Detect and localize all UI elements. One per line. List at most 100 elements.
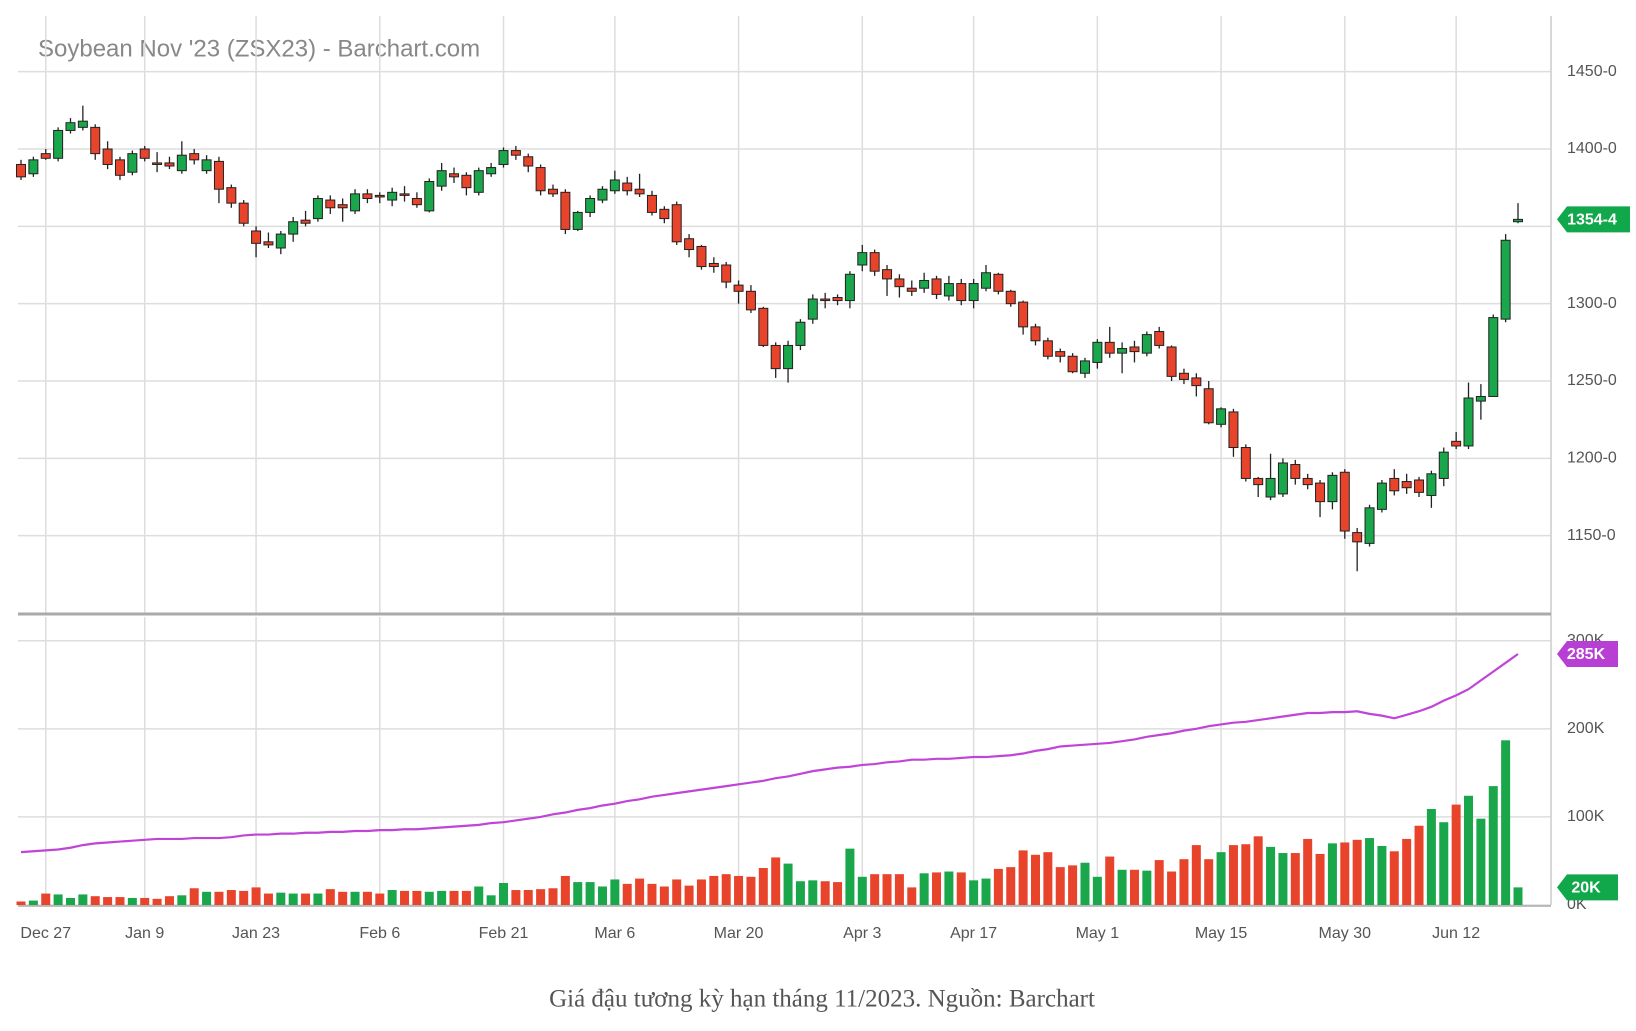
volume-bar xyxy=(1278,853,1288,905)
candle-body xyxy=(263,241,274,246)
candle-body xyxy=(906,287,917,292)
candle-body xyxy=(572,211,583,230)
candle-body xyxy=(634,188,645,195)
candle-body xyxy=(486,167,497,175)
volume-bar xyxy=(845,848,855,905)
candle-body xyxy=(721,264,732,283)
candle-body xyxy=(832,296,843,302)
candle-body xyxy=(411,198,422,206)
candle-body xyxy=(1055,351,1066,357)
volume-bar xyxy=(511,890,521,905)
volume-bar xyxy=(127,897,137,905)
volume-bar xyxy=(90,896,100,905)
volume-bar xyxy=(164,896,174,905)
candle-body xyxy=(152,162,163,165)
x-tick-label: Dec 27 xyxy=(20,925,71,942)
volume-bar xyxy=(424,891,434,905)
volume-bar xyxy=(1179,859,1189,905)
volume-bar xyxy=(1402,838,1412,905)
x-tick-label: Feb 21 xyxy=(479,925,529,942)
volume-bar xyxy=(585,882,595,905)
x-tick-label: May 30 xyxy=(1319,925,1372,942)
x-tick-label: Jun 12 xyxy=(1432,925,1480,942)
volume-bar xyxy=(412,890,422,905)
volume-bar xyxy=(1327,843,1337,905)
volume-bar xyxy=(301,893,311,905)
volume-bar xyxy=(103,897,113,905)
candle-body xyxy=(1364,507,1375,544)
candle-body xyxy=(90,126,101,155)
volume-bar xyxy=(263,893,273,905)
volume-bar xyxy=(140,897,150,905)
volume-bar xyxy=(437,890,447,905)
y-tick-label: 1300-0 xyxy=(1567,295,1617,312)
volume-bar xyxy=(28,900,38,905)
volume-bar xyxy=(1129,869,1139,905)
y-tick-label: 100K xyxy=(1567,808,1605,825)
candle-body xyxy=(696,245,707,268)
volume-bar xyxy=(1476,818,1486,905)
candle-body xyxy=(40,153,51,159)
candle-body xyxy=(1277,462,1288,495)
candle-body xyxy=(1475,395,1486,402)
candle-body xyxy=(1438,451,1449,479)
x-tick-label: May 15 xyxy=(1195,925,1248,942)
volume-bar xyxy=(833,882,843,905)
candle-body xyxy=(597,188,608,201)
candle-body xyxy=(1463,397,1474,447)
candle-body xyxy=(671,204,682,243)
candle-body xyxy=(1302,477,1313,486)
candle-body xyxy=(300,219,311,224)
volume-bar xyxy=(684,885,694,905)
volume-bar xyxy=(956,872,966,905)
candle-body xyxy=(387,191,398,201)
volume-bar xyxy=(1241,844,1251,905)
volume-bar xyxy=(499,882,509,905)
volume-bar xyxy=(486,895,496,905)
volume-bar xyxy=(536,889,546,905)
candle-body xyxy=(609,179,620,192)
candle-body xyxy=(585,198,596,213)
candle-body xyxy=(1166,346,1177,377)
volume-bar xyxy=(808,880,818,905)
candle-body xyxy=(28,159,39,175)
volume-bar xyxy=(981,878,991,905)
last-price-tag xyxy=(1557,206,1630,233)
volume-bar xyxy=(350,891,360,905)
volume-bar xyxy=(734,875,744,905)
volume-bar xyxy=(1191,845,1201,905)
candle-body xyxy=(1092,341,1103,363)
candle-body xyxy=(53,129,64,159)
candle-body xyxy=(783,344,794,370)
volume-bar xyxy=(449,890,459,905)
candle-body xyxy=(275,233,286,249)
volume-bar xyxy=(1464,795,1474,905)
volume-bar xyxy=(1154,860,1164,905)
volume-bar xyxy=(338,891,348,905)
candle-body xyxy=(659,208,670,220)
candle-body xyxy=(1018,301,1029,328)
volume-bar xyxy=(1303,838,1313,905)
volume-bar xyxy=(659,886,669,905)
candle-body xyxy=(1339,471,1350,532)
x-tick-label: Mar 6 xyxy=(594,925,635,942)
candle-body xyxy=(1352,532,1363,543)
volume-bar xyxy=(672,879,682,905)
candle-body xyxy=(758,307,769,346)
volume-bar xyxy=(1266,846,1276,905)
candle-body xyxy=(1426,473,1437,496)
caption: Giá đậu tương kỳ hạn tháng 11/2023. Nguồ… xyxy=(549,986,1095,1013)
candle-body xyxy=(820,298,831,302)
y-tick-label: 1150-0 xyxy=(1567,527,1616,544)
volume-bar xyxy=(1043,852,1053,905)
candle-body xyxy=(981,272,992,289)
volume-bar xyxy=(1488,786,1498,905)
volume-bar xyxy=(202,891,212,905)
candle-body xyxy=(325,199,336,209)
volume-bar xyxy=(932,872,942,905)
volume-bar xyxy=(709,875,719,905)
candle-body xyxy=(226,187,237,204)
candle-body xyxy=(956,283,967,302)
volume-bar xyxy=(1055,867,1065,905)
